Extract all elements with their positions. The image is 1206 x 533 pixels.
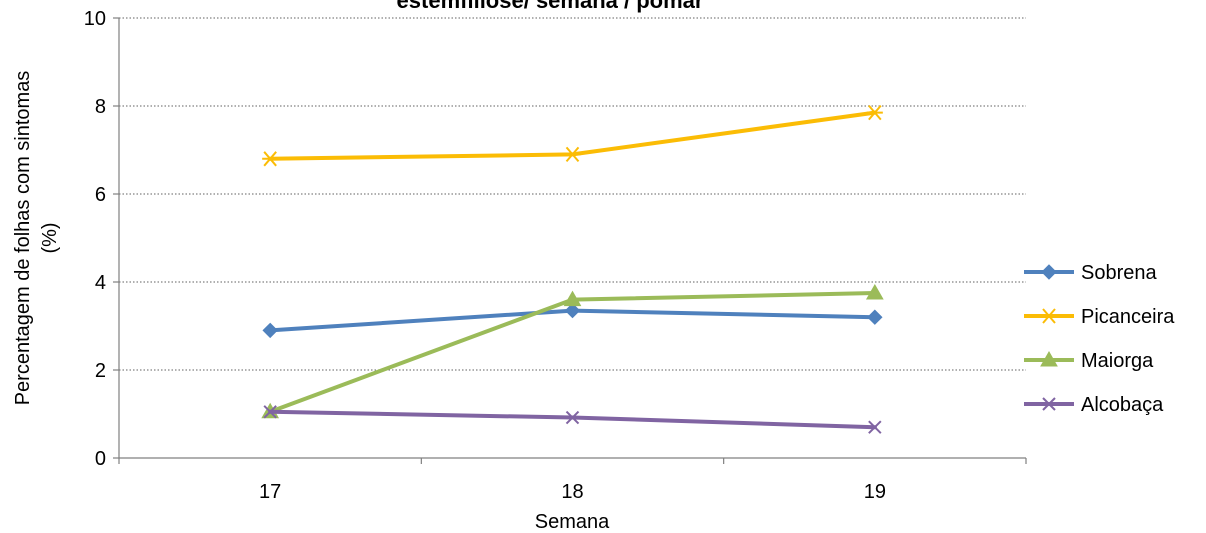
series-sobrena (262, 302, 883, 339)
legend-label: Sobrena (1081, 262, 1157, 284)
x-tick-label-18: 18 (561, 481, 583, 503)
data-point-0-17 (262, 322, 278, 339)
data-point-3-17 (263, 405, 277, 419)
y-tick-label-0: 0 (95, 448, 106, 470)
gridlines (119, 17, 1026, 371)
data-point-2-18 (563, 290, 582, 307)
y-axis-title-line2: (%) (39, 222, 61, 253)
series-line-3 (268, 409, 877, 430)
axes (118, 18, 1026, 459)
data-point-1-17 (262, 151, 279, 167)
y-tick-label-2: 2 (95, 360, 106, 382)
x-tick-label-19: 19 (864, 481, 886, 503)
data-point-1-18 (564, 146, 581, 163)
data-point-0-19 (867, 309, 883, 325)
legend-marker (1042, 397, 1056, 411)
y-axis-title-line1: Percentagem de folhas com sintomas (12, 71, 34, 406)
y-tick-label-6: 6 (95, 184, 106, 206)
legend-item-picanceira: Picanceira (1024, 306, 1175, 328)
legend-item-sobrena: Sobrena (1024, 262, 1157, 284)
x-axis-title: Semana (535, 511, 610, 533)
data-point-0-18 (564, 302, 581, 319)
legend-label: Alcobaça (1081, 394, 1164, 416)
x-tick-label-17: 17 (259, 481, 281, 503)
series-layer (261, 104, 884, 434)
series-maiorga (261, 283, 884, 419)
x-axis-ticks: 17 18 19 (118, 458, 1027, 503)
y-axis-ticks: 0 2 4 6 8 10 (84, 8, 119, 470)
legend-label: Maiorga (1081, 350, 1154, 372)
legend-marker (1040, 350, 1058, 367)
y-tick-label-10: 10 (84, 8, 106, 30)
legend-item-maiorga: Maiorga (1024, 350, 1154, 372)
series-picanceira (262, 104, 883, 167)
legend: Sobrena Picanceira Maiorga Alcobaça (1024, 262, 1175, 416)
chart-title: estemfiliose/ semana / pomar (397, 0, 704, 13)
y-tick-label-8: 8 (95, 96, 106, 118)
legend-item-alcoba-a: Alcobaça (1024, 394, 1164, 416)
data-point-3-18 (565, 410, 580, 425)
series-line-1 (268, 110, 877, 161)
series-alcoba-a (263, 405, 882, 434)
data-point-2-19 (865, 283, 884, 300)
data-point-3-19 (868, 420, 882, 434)
legend-marker (1041, 264, 1057, 280)
legend-label: Picanceira (1081, 306, 1175, 328)
y-tick-label-4: 4 (95, 272, 106, 294)
data-point-1-19 (866, 104, 883, 121)
legend-marker (1041, 308, 1057, 324)
